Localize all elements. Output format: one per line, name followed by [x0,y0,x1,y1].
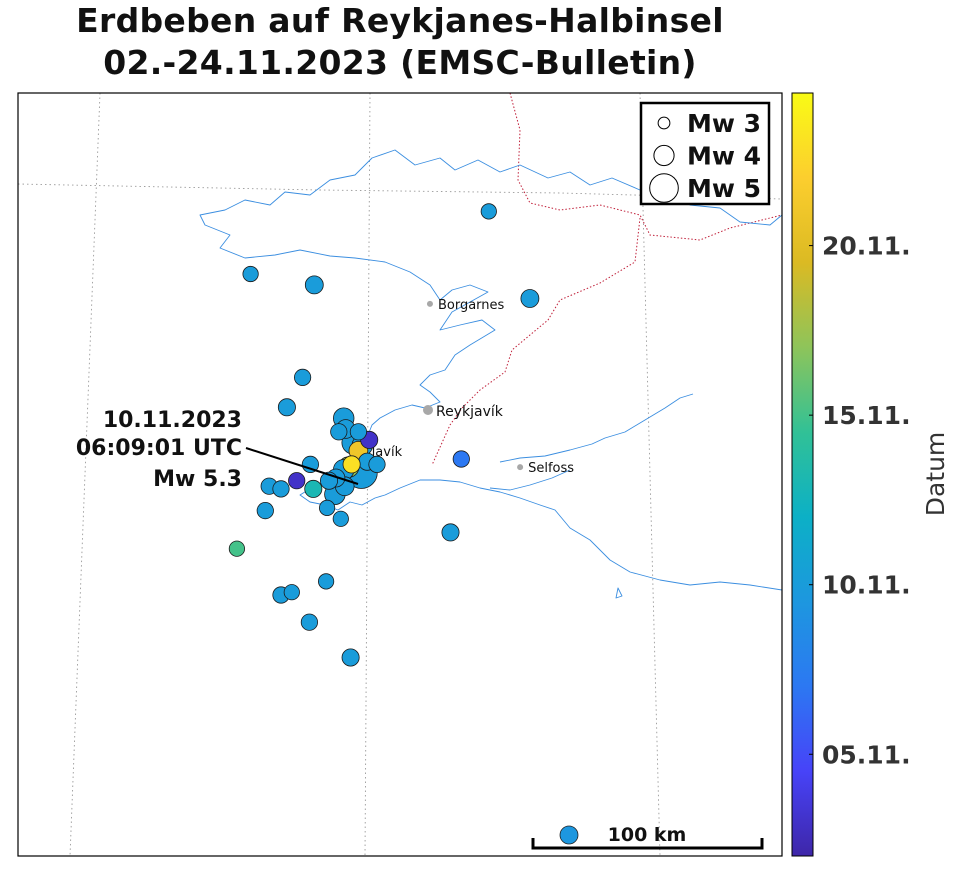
colorbar-gradient [791,92,814,857]
coastline [199,149,782,599]
earthquake-marker[interactable] [272,480,290,498]
annotation-pointer [245,447,359,485]
annotation-date: 10.11.2023 [103,408,242,433]
graticule-line [639,93,661,856]
coastline-path [199,149,782,591]
colorbar-label: Datum [921,432,950,517]
earthquake-marker[interactable] [288,472,306,490]
earthquake-marker[interactable] [441,523,460,542]
colorbar: 05.11. 10.11. 15.11. 20.11. Datum [791,92,950,857]
earthquake-marker[interactable] [242,265,259,283]
earthquake-marker[interactable] [342,455,361,474]
title-line-2: 02.-24.11.2023 (EMSC-Bulletin) [103,43,697,82]
legend-label: Mw 4 [687,142,761,171]
earthquake-marker[interactable] [277,398,296,417]
legend-label: Mw 5 [687,174,761,203]
earthquake-marker[interactable] [301,455,319,473]
legend-symbol [653,144,675,167]
place-label: Borgarnes [438,298,505,313]
legend-label: Mw 3 [687,109,761,138]
graticule-line [69,93,101,856]
earthquake-marker[interactable] [368,455,386,473]
map-background [18,93,782,856]
graticule-line [364,93,371,856]
place-label: Reykjavík [436,404,504,420]
earthquake-marker[interactable] [452,450,470,468]
magnitude-legend: Mw 3 Mw 4 Mw 5 [639,101,771,206]
map-area[interactable] [18,93,782,856]
colorbar-tick-label: 15.11. [822,401,911,430]
earthquake-marker[interactable] [317,573,335,590]
scale-bar-label: 100 km [608,824,687,846]
earthquake-marker[interactable] [332,510,349,527]
boundary-line [431,217,641,466]
earthquake-marker[interactable] [480,203,497,220]
earthquake-layer[interactable] [228,203,540,667]
place-marker [423,405,433,415]
earthquake-marker[interactable] [341,648,360,667]
earthquake-marker[interactable] [256,501,274,520]
earthquake-marker[interactable] [330,423,348,441]
map-frame [17,92,783,857]
scale-bar-symbol [559,825,579,845]
earthquake-marker[interactable] [228,540,245,557]
annotation-magnitude: Mw 5.3 [153,467,242,492]
title-line-1: Erdbeben auf Reykjanes-Halbinsel [76,1,724,40]
river-path [499,393,694,463]
place-label: Selfoss [528,461,574,476]
annotation-time: 06:09:01 UTC [76,436,242,461]
legend-symbol [657,116,671,130]
colorbar-tick-label: 10.11. [822,571,911,600]
mainshock-annotation: 10.11.2023 06:09:01 UTC Mw 5.3 [76,408,359,492]
earthquake-marker[interactable] [283,584,300,601]
earthquake-marker[interactable] [304,275,324,295]
region-boundary [431,93,782,466]
scale-bar: 100 km [531,824,764,850]
scale-bar-line [531,838,764,850]
lake-path [615,587,623,599]
legend-symbol [649,173,679,203]
colorbar-tick-label: 20.11. [822,232,911,261]
earthquake-marker[interactable] [304,479,323,498]
colorbar-tick-label: 05.11. [822,740,911,769]
earthquake-marker[interactable] [349,423,367,441]
earthquake-marker[interactable] [300,613,318,631]
map-title: Erdbeben auf Reykjanes-Halbinsel 02.-24.… [0,0,800,84]
earthquake-marker[interactable] [293,368,312,386]
earthquake-marker[interactable] [318,499,336,516]
place-marker [517,464,524,471]
earthquake-marker[interactable] [520,289,540,308]
river-path [489,469,571,491]
place-marker [426,300,433,307]
